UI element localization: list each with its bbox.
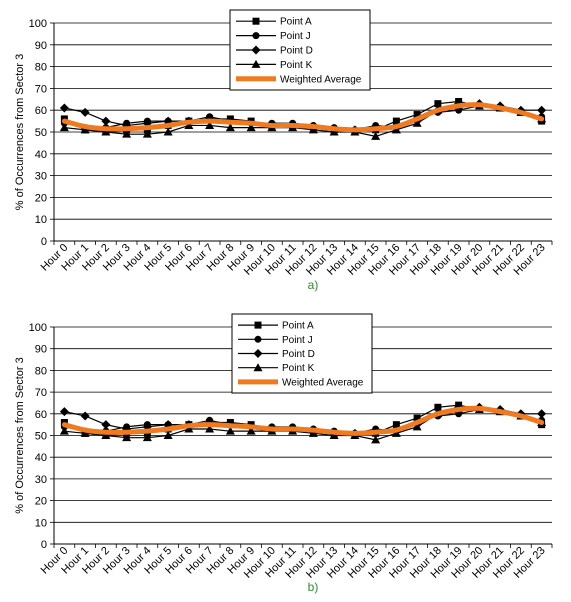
y-tick-label: 70 bbox=[35, 83, 47, 95]
data-point-point-k bbox=[163, 431, 173, 439]
legend-label-weighted-average: Weighted Average bbox=[280, 74, 362, 85]
y-tick-label: 40 bbox=[35, 452, 47, 464]
data-point-point-k bbox=[59, 123, 69, 132]
data-point-point-k bbox=[122, 433, 132, 442]
data-point-point-k bbox=[225, 123, 235, 132]
panel-label: b) bbox=[308, 580, 319, 594]
data-point-point-k bbox=[80, 125, 90, 134]
data-point-point-k bbox=[329, 431, 339, 439]
y-tick-label: 100 bbox=[29, 322, 47, 334]
y-tick-label: 0 bbox=[41, 236, 47, 248]
legend-marker-point-d bbox=[251, 45, 261, 55]
y-tick-label: 60 bbox=[35, 409, 47, 421]
y-tick-label: 70 bbox=[35, 387, 47, 399]
data-point-point-a bbox=[413, 414, 421, 422]
data-point-point-k bbox=[225, 426, 235, 435]
data-point-point-k bbox=[412, 422, 422, 431]
legend-label-point-d: Point D bbox=[280, 46, 313, 57]
data-point-point-k bbox=[308, 125, 318, 134]
data-point-point-d bbox=[80, 107, 90, 117]
y-axis-title: % of Occurrences from Sector 3 bbox=[14, 357, 26, 514]
legend-marker-point-a bbox=[252, 17, 260, 25]
data-point-point-k bbox=[329, 127, 339, 136]
data-point-point-d bbox=[537, 105, 547, 115]
y-tick-label: 10 bbox=[35, 517, 47, 529]
data-point-point-k bbox=[371, 435, 381, 444]
data-point-point-k bbox=[163, 127, 173, 136]
y-tick-label: 80 bbox=[35, 365, 47, 377]
y-tick-label: 30 bbox=[35, 171, 47, 183]
data-point-point-k bbox=[101, 127, 111, 136]
data-point-point-k bbox=[205, 120, 215, 129]
data-point-point-k bbox=[391, 125, 401, 134]
data-point-point-k bbox=[371, 131, 381, 140]
y-tick-label: 0 bbox=[41, 539, 47, 551]
data-point-point-d bbox=[101, 116, 111, 126]
data-point-point-k bbox=[142, 433, 152, 442]
legend-label-point-a: Point A bbox=[280, 17, 312, 28]
y-tick-label: 30 bbox=[35, 474, 47, 486]
legend-label-point-j: Point J bbox=[280, 31, 311, 42]
data-point-point-d bbox=[59, 407, 69, 417]
legend-marker-point-j bbox=[252, 32, 260, 40]
legend: Point A Point J Point D Point K Weighted Ave… bbox=[231, 313, 373, 394]
y-tick-label: 60 bbox=[35, 105, 47, 117]
data-point-point-d bbox=[80, 411, 90, 421]
data-point-point-k bbox=[122, 129, 132, 138]
legend-label-point-d: Point D bbox=[282, 349, 315, 360]
legend-marker-point-d bbox=[253, 349, 263, 358]
y-tick-label: 90 bbox=[35, 40, 47, 52]
y-axis-title: % of Occurrences from Sector 3 bbox=[14, 54, 26, 211]
data-point-point-a bbox=[434, 100, 442, 108]
legend: Point A Point J Point D Point K Weighted Ave… bbox=[229, 9, 371, 91]
data-point-point-k bbox=[205, 424, 215, 433]
series-line-weighted-average bbox=[61, 405, 545, 436]
data-point-point-a bbox=[392, 117, 400, 125]
data-point-point-d bbox=[101, 420, 111, 430]
y-tick-label: 100 bbox=[29, 18, 47, 30]
legend-label-weighted-average: Weighted Average bbox=[282, 377, 364, 388]
data-point-point-a bbox=[413, 111, 421, 119]
legend-marker-point-k bbox=[251, 59, 261, 68]
data-point-point-k bbox=[308, 428, 318, 437]
data-point-point-a bbox=[434, 403, 442, 411]
data-point-point-k bbox=[184, 424, 194, 433]
data-point-point-k bbox=[184, 120, 194, 129]
legend-marker-point-j bbox=[254, 335, 262, 343]
y-tick-label: 90 bbox=[35, 344, 47, 356]
data-point-point-a bbox=[392, 421, 400, 429]
y-tick-label: 20 bbox=[35, 192, 47, 204]
legend-label-point-j: Point J bbox=[282, 335, 313, 346]
y-tick-label: 50 bbox=[35, 431, 47, 443]
data-point-point-k bbox=[246, 123, 256, 132]
y-tick-label: 50 bbox=[35, 127, 47, 139]
legend-marker-point-a bbox=[254, 321, 262, 329]
data-point-point-d bbox=[59, 103, 69, 113]
data-point-point-k bbox=[142, 129, 152, 138]
data-point-point-k bbox=[412, 118, 422, 127]
data-point-point-k bbox=[391, 428, 401, 437]
data-point-point-k bbox=[59, 426, 69, 435]
panel-label: a) bbox=[308, 278, 319, 292]
legend-marker-point-k bbox=[253, 363, 263, 372]
data-point-point-k bbox=[246, 426, 256, 435]
y-tick-label: 40 bbox=[35, 149, 47, 161]
y-tick-label: 10 bbox=[35, 214, 47, 226]
y-tick-label: 80 bbox=[35, 62, 47, 74]
y-tick-label: 20 bbox=[35, 496, 47, 508]
legend-label-point-k: Point K bbox=[280, 60, 313, 71]
legend-label-point-a: Point A bbox=[282, 321, 314, 332]
data-point-point-d bbox=[537, 409, 547, 419]
data-point-point-k bbox=[80, 428, 90, 437]
legend-label-point-k: Point K bbox=[282, 363, 315, 374]
data-point-point-k bbox=[101, 431, 111, 439]
data-point-point-d bbox=[122, 120, 132, 130]
series-line-weighted-average bbox=[61, 102, 545, 133]
